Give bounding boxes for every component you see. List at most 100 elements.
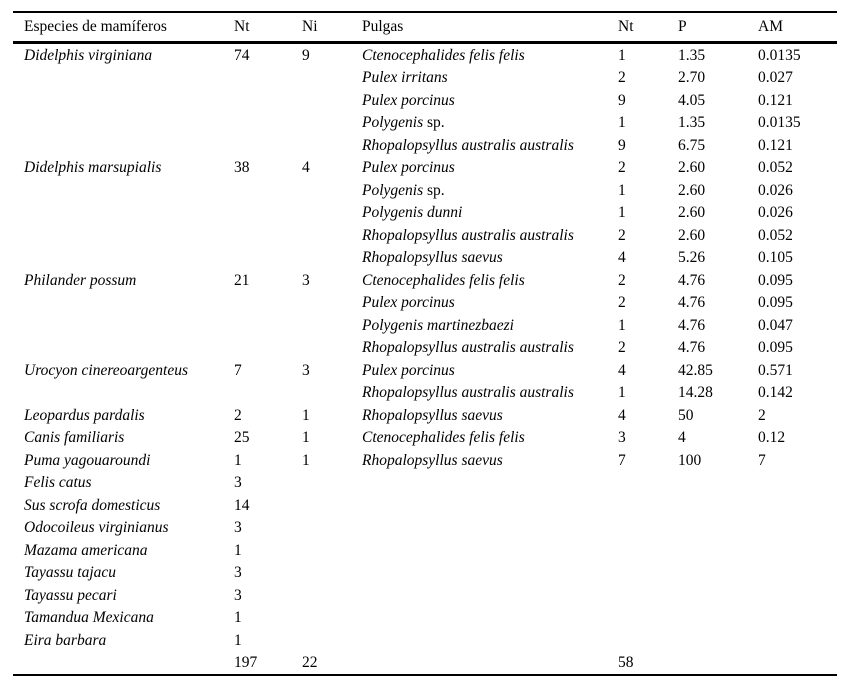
am-value-cell: 0.047 (758, 316, 793, 334)
am-value-cell (758, 652, 837, 676)
mammal-name-cell (13, 224, 234, 247)
table-row: Felis catus 3 (13, 472, 837, 495)
am-value-cell (758, 517, 837, 540)
ni-value-cell (302, 472, 362, 495)
ni-value-cell (302, 314, 362, 337)
table-row: Tamandua Mexicana 1 (13, 607, 837, 630)
flea_nt-value-cell: 7 (618, 451, 626, 469)
flea-scientific-name: Rhopalopsyllus australis australis (362, 384, 574, 401)
flea-scientific-name: Polygenis (362, 181, 424, 199)
flea_nt-value-cell: 1 (618, 204, 626, 221)
table-row: Pulex porcinus 9 4.05 0.121 (13, 89, 837, 112)
mammal-scientific-name: Tamandua Mexicana (24, 609, 154, 626)
flea-name-cell: Rhopalopsyllus saevus (362, 404, 618, 427)
flea_nt-value-cell: 58 (618, 654, 634, 671)
nt-value-cell: 3 (234, 564, 242, 581)
p-value-cell: 2.60 (678, 204, 706, 221)
nt-value-cell: 38 (234, 159, 250, 176)
mammal-name-cell (13, 89, 234, 112)
p-value-cell: 50 (678, 406, 694, 424)
am-value-cell: 0.052 (758, 226, 793, 244)
flea-name-cell: Ctenocephalides felis felis (362, 269, 618, 292)
flea-scientific-name: Polygenis dunni (362, 204, 463, 221)
nt-value-cell: 1 (234, 609, 242, 626)
flea-name-cell: Rhopalopsyllus australis australis (362, 224, 618, 247)
table-row: Didelphis marsupialis 38 4 Pulex porcinus 2 2… (13, 157, 837, 180)
ni-value-cell (302, 517, 362, 540)
flea_nt-value-cell: 4 (618, 406, 626, 424)
flea-name-cell: Polygenis sp. (362, 112, 618, 135)
mammal-scientific-name: Urocyon cinereoargenteus (24, 361, 188, 379)
mammal-scientific-name: Felis catus (24, 474, 92, 491)
nt-value-cell (234, 89, 302, 112)
col-header-fleas: Pulgas (362, 12, 618, 44)
p-value-cell: 4.05 (678, 91, 706, 109)
p-value-cell (678, 517, 758, 540)
am-value-cell (758, 629, 837, 652)
flea-name-cell (362, 494, 618, 517)
p-value-cell (678, 652, 758, 676)
flea_nt-value-cell (618, 472, 678, 495)
species-abbrev-suffix: sp. (423, 181, 445, 199)
nt-value-cell (234, 67, 302, 90)
flea-name-cell: Pulex porcinus (362, 157, 618, 180)
mammal-name-cell (13, 202, 234, 225)
table-row: Polygenis sp. 1 1.35 0.0135 (13, 112, 837, 135)
am-value-cell: 0.026 (758, 204, 793, 221)
am-value-cell: 0.105 (758, 249, 793, 266)
flea-scientific-name: Rhopalopsyllus saevus (362, 451, 503, 469)
nt-value-cell (234, 134, 302, 157)
table-row: Urocyon cinereoargenteus 7 3 Pulex porcinus… (13, 359, 837, 382)
flea-name-cell: Pulex irritans (362, 67, 618, 90)
p-value-cell: 2.60 (678, 159, 706, 176)
nt-value-cell: 1 (234, 541, 242, 559)
table-row: Tayassu pecari 3 (13, 584, 837, 607)
mammal-name-cell (13, 247, 234, 270)
p-value-cell: 2.70 (678, 69, 706, 86)
flea_nt-value-cell: 2 (618, 294, 626, 311)
ni-value-cell (302, 247, 362, 270)
nt-value-cell (234, 337, 302, 360)
col-header-mammal-species: Especies de mamíferos (13, 12, 234, 44)
flea-name-cell: Rhopalopsyllus saevus (362, 449, 618, 472)
mammal-name-cell (13, 382, 234, 405)
p-value-cell: 42.85 (678, 361, 713, 379)
nt-value-cell: 21 (234, 271, 250, 289)
mammal-scientific-name: Didelphis marsupialis (24, 159, 162, 176)
nt-value-cell (234, 292, 302, 315)
p-value-cell (678, 494, 758, 517)
ni-value-cell: 1 (302, 429, 310, 446)
p-value-cell (678, 607, 758, 630)
flea_nt-value-cell (618, 517, 678, 540)
table-row: Sus scrofa domesticus 14 (13, 494, 837, 517)
p-value-cell: 6.75 (678, 136, 706, 154)
table-row: Rhopalopsyllus saevus 4 5.26 0.105 (13, 247, 837, 270)
flea-name-cell: Ctenocephalides felis felis (362, 43, 618, 67)
p-value-cell (678, 584, 758, 607)
am-value-cell: 0.095 (758, 271, 793, 289)
table-row: Odocoileus virginianus 3 (13, 517, 837, 540)
mammal-name-cell (13, 314, 234, 337)
mammal-name-cell (13, 134, 234, 157)
am-value-cell: 0.052 (758, 159, 793, 176)
flea-name-cell (362, 562, 618, 585)
p-value-cell: 2.60 (678, 226, 706, 244)
p-value-cell: 100 (678, 451, 702, 469)
flea-name-cell: Polygenis sp. (362, 179, 618, 202)
ni-value-cell (302, 337, 362, 360)
nt-value-cell: 1 (234, 631, 242, 649)
am-value-cell (758, 539, 837, 562)
table-row: Pulex porcinus 2 4.76 0.095 (13, 292, 837, 315)
mammal-scientific-name: Philander possum (24, 271, 137, 289)
mammal-scientific-name: Eira barbara (24, 631, 107, 649)
ni-value-cell: 3 (302, 361, 310, 379)
flea_nt-value-cell (618, 607, 678, 630)
flea-scientific-name: Ctenocephalides felis felis (362, 271, 525, 289)
flea-scientific-name: Rhopalopsyllus australis australis (362, 339, 574, 356)
table-row: Polygenis dunni 1 2.60 0.026 (13, 202, 837, 225)
flea-name-cell: Polygenis dunni (362, 202, 618, 225)
flea-name-cell (362, 629, 618, 652)
mammal-scientific-name: Sus scrofa domesticus (24, 496, 161, 514)
mammal-name-cell: Odocoileus virginianus (13, 517, 234, 540)
mammal-scientific-name: Puma yagouaroundi (24, 451, 151, 469)
